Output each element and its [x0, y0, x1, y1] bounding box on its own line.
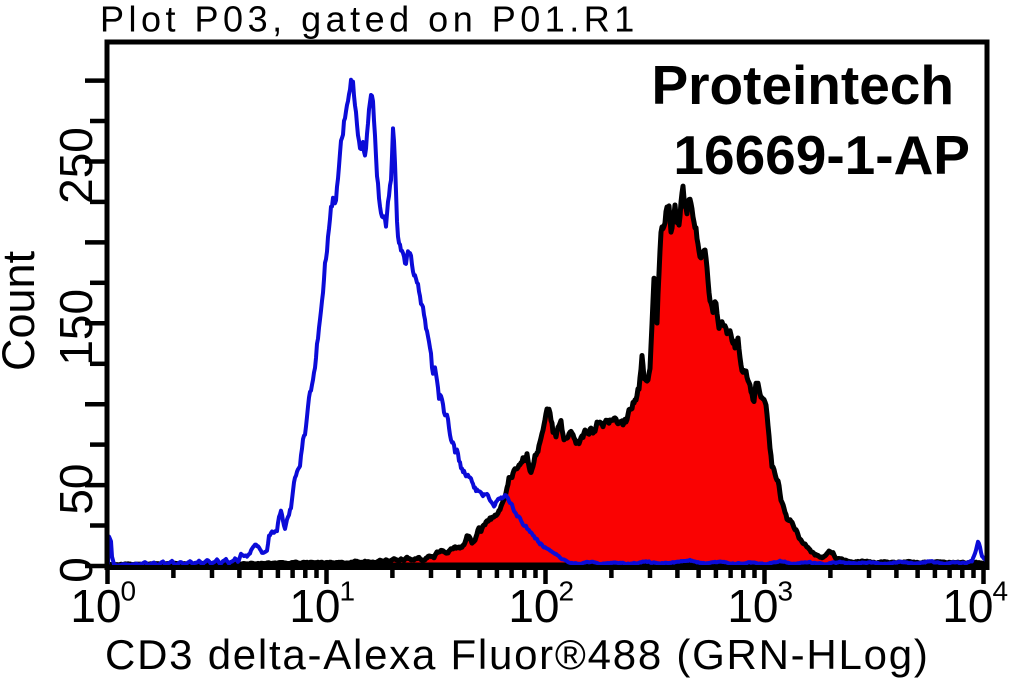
svg-text:10: 10 [508, 580, 559, 632]
svg-text:0: 0 [50, 557, 102, 583]
svg-text:3: 3 [778, 576, 794, 607]
svg-text:4: 4 [993, 576, 1009, 607]
svg-text:1: 1 [340, 576, 356, 607]
svg-text:150: 150 [50, 289, 102, 366]
svg-text:0: 0 [121, 576, 137, 607]
svg-text:Proteintech: Proteintech [651, 54, 954, 116]
svg-text:2: 2 [559, 576, 575, 607]
svg-text:10: 10 [942, 580, 993, 632]
svg-text:10: 10 [289, 580, 340, 632]
svg-text:50: 50 [50, 464, 102, 515]
svg-text:250: 250 [50, 127, 102, 204]
svg-text:Plot P03, gated on P01.R1: Plot P03, gated on P01.R1 [100, 0, 639, 40]
svg-text:CD3 delta-Alexa Fluor®488 (GRN: CD3 delta-Alexa Fluor®488 (GRN-HLog) [105, 631, 930, 678]
svg-text:16669-1-AP: 16669-1-AP [673, 124, 970, 186]
svg-text:10: 10 [727, 580, 778, 632]
svg-text:Count: Count [0, 250, 44, 371]
svg-text:10: 10 [70, 580, 121, 632]
